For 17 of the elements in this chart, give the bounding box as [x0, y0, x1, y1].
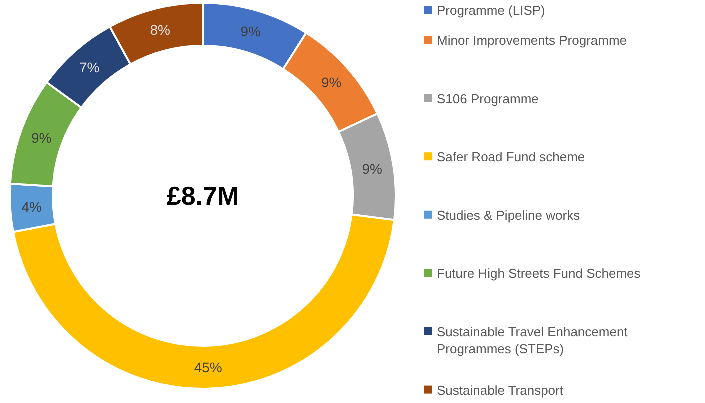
legend-label: Sustainable Transport	[437, 382, 564, 398]
data-label: 9%	[240, 23, 261, 40]
legend-label: Future High Streets Fund Schemes	[437, 266, 642, 281]
legend-label: Safer Road Fund scheme	[437, 149, 586, 164]
legend-label: S106 Programme	[437, 90, 539, 106]
legend-label: Minor Improvements Programme	[437, 32, 627, 48]
data-label: 9%	[322, 74, 342, 91]
data-label: 45%	[194, 359, 222, 376]
data-label: 9%	[32, 130, 52, 146]
legend-label: Sustainable Travel Enhancement Programmes (STEPs)	[437, 324, 628, 356]
legend-label: Programme (LISP)	[437, 2, 546, 18]
text: £8.7M	[166, 181, 240, 211]
legend-label: Studies & Pipeline works	[437, 207, 581, 222]
data-label: 9%	[362, 161, 383, 178]
data-label: 7%	[79, 59, 100, 76]
data-label: 4%	[22, 198, 42, 215]
data-label: 8%	[150, 22, 170, 38]
